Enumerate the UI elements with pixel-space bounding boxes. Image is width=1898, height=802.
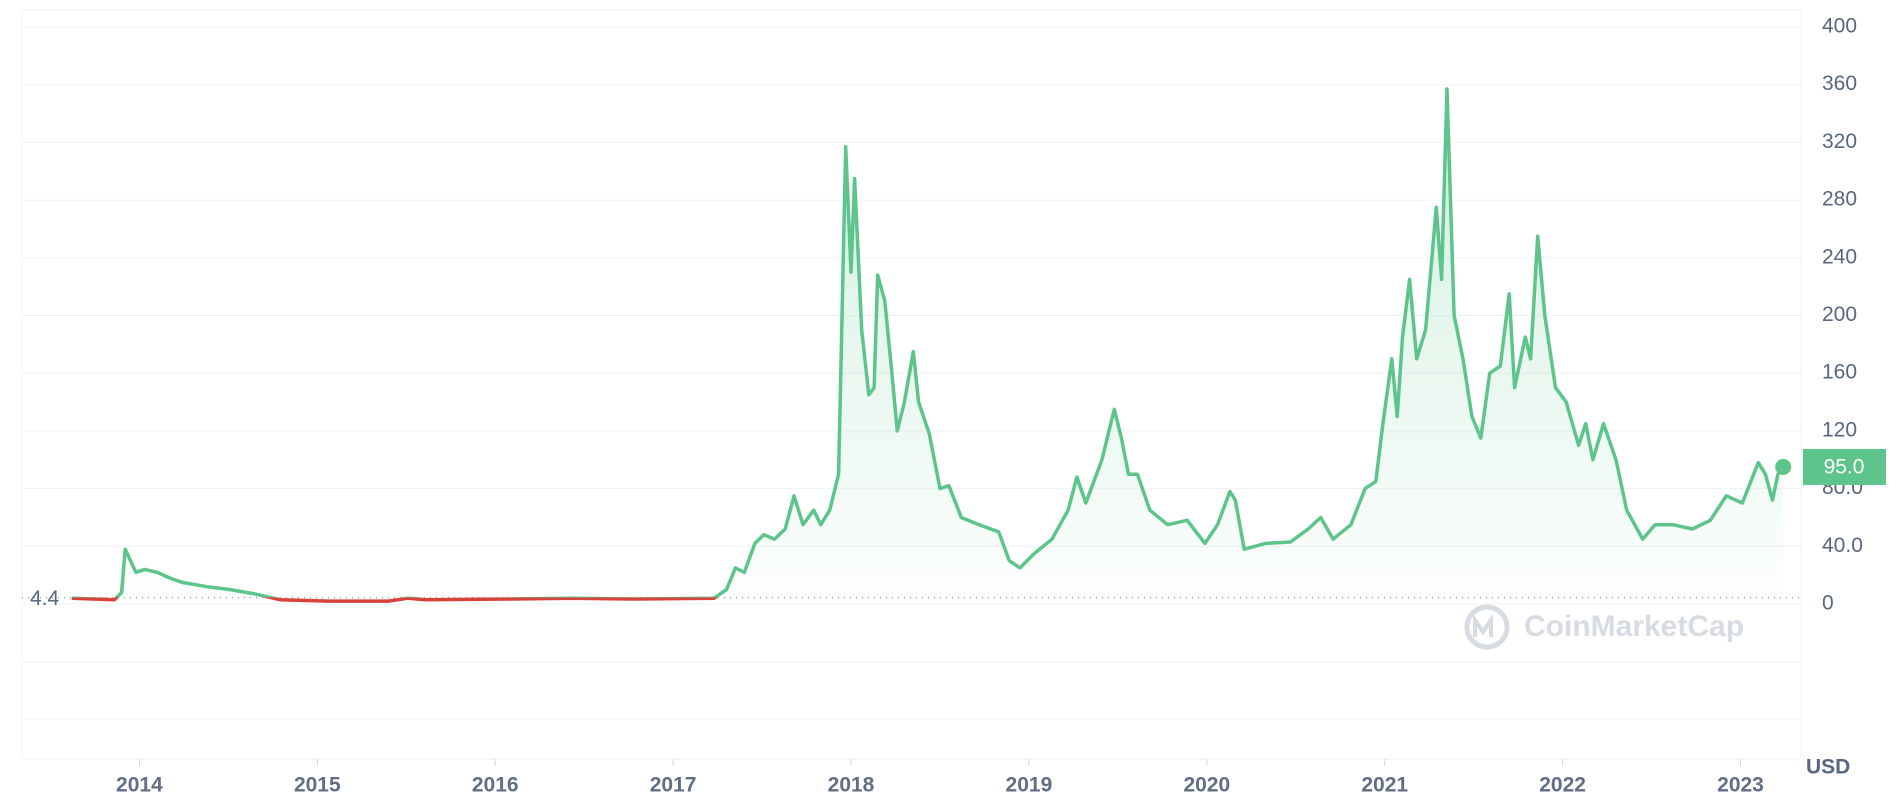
price-area bbox=[71, 89, 1784, 598]
y-tick-label: 160 bbox=[1822, 361, 1857, 384]
x-tick-label: 2014 bbox=[116, 774, 163, 797]
x-tick-label: 2017 bbox=[650, 774, 697, 797]
unit-label: USD bbox=[1806, 756, 1850, 779]
x-tick-label: 2016 bbox=[472, 774, 519, 797]
last-point bbox=[1775, 458, 1792, 475]
y-tick-label: 320 bbox=[1822, 130, 1857, 153]
baseline-label: 4.4 bbox=[30, 587, 60, 610]
y-tick-label: 360 bbox=[1822, 72, 1857, 95]
x-tick-label: 2020 bbox=[1183, 774, 1230, 797]
x-tick-label: 2021 bbox=[1361, 774, 1408, 797]
x-tick-label: 2018 bbox=[828, 774, 875, 797]
y-tick-label: 400 bbox=[1822, 15, 1857, 38]
y-tick-label: 200 bbox=[1822, 303, 1857, 326]
x-tick-label: 2015 bbox=[294, 774, 341, 797]
x-tick-label: 2022 bbox=[1539, 774, 1586, 797]
y-tick-label: 0 bbox=[1822, 592, 1834, 615]
plot-frame bbox=[21, 9, 1802, 760]
watermark: CoinMarketCap bbox=[1464, 604, 1744, 650]
price-badge bbox=[1803, 448, 1886, 485]
y-tick-label: 240 bbox=[1822, 245, 1857, 268]
price-line bbox=[71, 87, 1785, 603]
watermark-text: CoinMarketCap bbox=[1524, 610, 1744, 643]
price-badge-label: 95.0 bbox=[1824, 456, 1865, 479]
y-tick-label: 280 bbox=[1822, 188, 1857, 211]
x-tick-label: 2023 bbox=[1717, 774, 1764, 797]
x-tick-label: 2019 bbox=[1006, 774, 1053, 797]
y-tick-label: 40.0 bbox=[1822, 534, 1863, 557]
y-tick-label: 120 bbox=[1822, 418, 1857, 441]
